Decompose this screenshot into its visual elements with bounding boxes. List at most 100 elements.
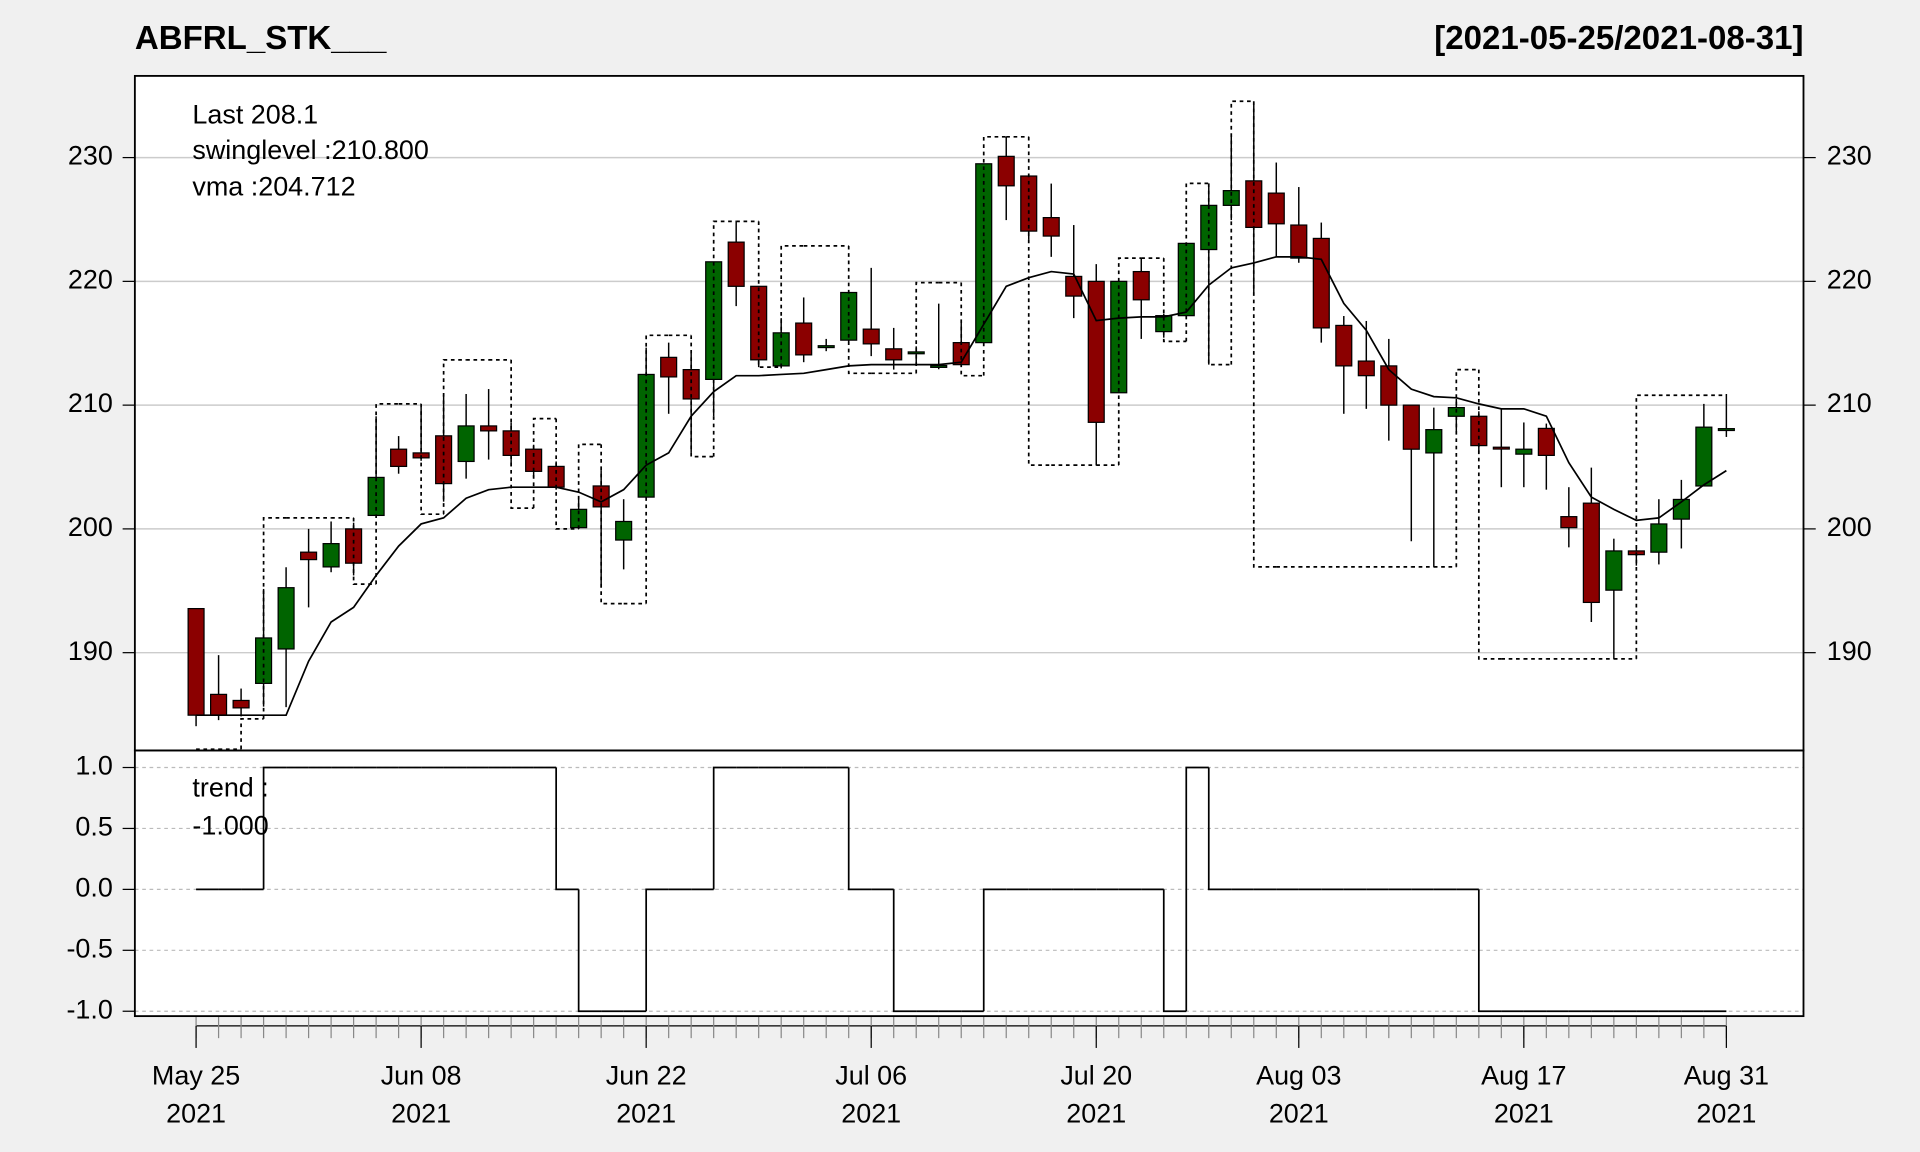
candle-body — [1695, 426, 1713, 487]
step-segment — [1185, 766, 1209, 1012]
step-segment — [532, 417, 557, 509]
candle-body — [1335, 324, 1353, 367]
step-segment — [1185, 182, 1209, 342]
candle-body — [660, 356, 678, 378]
candle-body — [795, 322, 813, 356]
y-tick-label: 220 — [1827, 264, 1872, 294]
step-segment — [915, 281, 939, 374]
y-tick-label: 0.5 — [75, 812, 112, 842]
plot-layer: 190 190 200 200 210 210 220 220 230 230 1.0 0.5 0.0 -… — [66, 100, 1872, 1128]
candle-body — [615, 520, 633, 541]
y-tick-label: 230 — [68, 141, 113, 171]
candle-body — [1290, 224, 1308, 259]
candle-body — [1582, 502, 1600, 604]
candle-body — [1357, 360, 1375, 377]
step-segment — [1207, 767, 1232, 891]
x-tick-label: 2021 — [166, 1098, 226, 1128]
candle-body — [1492, 446, 1510, 450]
x-tick-label: 2021 — [1696, 1098, 1756, 1128]
candle-body — [750, 285, 768, 361]
lower-frame — [133, 749, 1805, 1018]
step-segment — [1477, 369, 1502, 660]
x-tick-label: 2021 — [1494, 1098, 1554, 1128]
step-segment — [847, 767, 872, 891]
step-segment — [375, 403, 399, 585]
x-tick-label: Aug 31 — [1684, 1060, 1769, 1090]
candle-body — [322, 543, 340, 568]
candle-body — [1402, 404, 1420, 450]
candle-body — [727, 241, 745, 287]
candle-body — [1222, 190, 1240, 206]
candle-body — [1717, 428, 1735, 432]
x-tick-label: Jun 22 — [606, 1060, 687, 1090]
x-tick-label: Aug 17 — [1481, 1060, 1566, 1090]
x-tick-label: Jul 06 — [835, 1060, 907, 1090]
candle-body — [862, 328, 880, 345]
y-tick-label: 200 — [68, 512, 113, 542]
candle-body — [817, 345, 835, 349]
date-range: [2021-05-25/2021-08-31] — [1434, 20, 1803, 57]
candle-body — [1312, 237, 1330, 329]
step-segment — [892, 889, 917, 1013]
step-segment — [1162, 889, 1187, 1013]
step-segment — [1477, 889, 1502, 1013]
legend-last: Last 208.1 — [192, 99, 318, 129]
candle-body — [300, 551, 318, 561]
y-tick-label: 210 — [1827, 388, 1872, 418]
step-segment — [600, 444, 624, 605]
x-tick-label: May 25 — [152, 1060, 240, 1090]
step-segment — [577, 889, 602, 1013]
step-segment — [555, 418, 579, 530]
legend-value: -1.000 — [192, 811, 268, 841]
step-segment — [712, 766, 737, 890]
legend-entry: vma :204.712 — [192, 172, 355, 202]
y-tick-label: -0.5 — [66, 933, 112, 963]
y-tick-label: 0.0 — [75, 872, 112, 902]
candle-body — [390, 448, 408, 468]
candle-body — [1560, 516, 1578, 529]
candle-body — [1267, 192, 1285, 225]
x-tick-label: Jun 08 — [381, 1060, 462, 1090]
candle-body — [1087, 280, 1105, 423]
candle-body — [480, 425, 498, 432]
candle-body — [705, 261, 723, 381]
step-segment — [645, 334, 669, 604]
step-segment — [555, 767, 579, 891]
x-tick-label: Jul 20 — [1060, 1060, 1132, 1090]
candle-body — [885, 348, 903, 361]
candle-body — [210, 693, 228, 716]
legend-entry: swinglevel :210.800 — [192, 135, 428, 165]
y-tick-label: 220 — [68, 264, 113, 294]
step-segment — [240, 718, 264, 750]
step-segment — [1117, 257, 1142, 466]
x-tick-label: 2021 — [391, 1098, 451, 1128]
chart-title: ABFRL_STK___ — [135, 20, 387, 57]
y-tick-label: 190 — [68, 636, 113, 666]
step-segment — [262, 517, 287, 719]
x-tick-label: Aug 03 — [1256, 1060, 1341, 1090]
step-segment — [510, 359, 534, 509]
x-tick-label: 2021 — [616, 1098, 676, 1128]
step-segment — [442, 358, 467, 515]
candle-body — [1515, 448, 1533, 455]
candle-body — [930, 364, 948, 368]
lower-panel — [134, 750, 1804, 1017]
candle-body — [1042, 217, 1060, 237]
y-tick-label: 1.0 — [75, 751, 112, 781]
step-segment — [1252, 101, 1277, 568]
candle-body — [997, 155, 1015, 187]
candle-body — [457, 425, 475, 463]
candle-body — [1425, 429, 1443, 454]
step-segment — [420, 403, 444, 516]
x-tick-label: 2021 — [841, 1098, 901, 1128]
candle-body — [1132, 270, 1150, 301]
candle-body — [1537, 427, 1555, 456]
step-segment — [645, 888, 669, 1012]
line-series — [196, 255, 1727, 717]
y-tick-label: 230 — [1827, 141, 1872, 171]
candle-body — [232, 699, 250, 709]
candle-body — [1605, 550, 1623, 591]
step-segment — [982, 888, 1007, 1012]
